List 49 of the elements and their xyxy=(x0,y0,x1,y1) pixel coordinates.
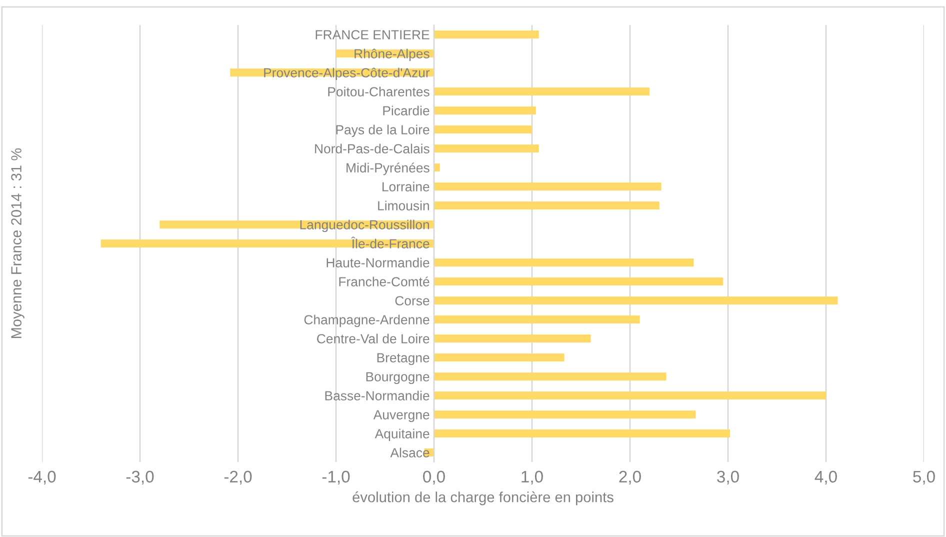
y-tick-label: Bretagne xyxy=(377,353,430,366)
bar xyxy=(434,354,564,362)
y-tick-label: Aquitaine xyxy=(374,428,430,442)
y-tick-label: Auvergne xyxy=(373,410,430,422)
bar xyxy=(434,316,640,324)
y-tick-label: Pays de la Loire xyxy=(336,124,430,138)
y-tick-label: Picardie xyxy=(383,106,430,116)
bar xyxy=(434,296,838,304)
y-tick-label: Corse xyxy=(395,296,430,306)
x-tick-label: 5,0 xyxy=(913,470,935,485)
y-tick-label: Champagne-Ardenne xyxy=(304,314,430,328)
bar xyxy=(434,372,666,380)
x-tick-label: 1,0 xyxy=(522,470,543,485)
x-tick-label: 0,0 xyxy=(423,470,445,485)
y-tick-label: Nord-Pas-de-Calais xyxy=(315,144,430,154)
y-tick-label: FRANCE ENTIERE xyxy=(316,30,430,40)
y-tick-label: Limousin xyxy=(378,200,429,210)
bar xyxy=(434,30,539,38)
y-tick-label: Centre-Val de Loire xyxy=(317,334,430,344)
bar xyxy=(434,278,724,286)
y-tick-label: Poitou-Charentes xyxy=(328,86,430,96)
y-tick-label: Franche-Comté xyxy=(339,276,430,286)
bar xyxy=(434,410,696,418)
y-axis-title: Moyenne France 2014 : 31 % xyxy=(11,148,24,338)
y-tick-label: Haute-Normandie xyxy=(326,258,430,268)
y-tick-label: Lorraine xyxy=(382,182,430,192)
x-tick-label: -4,0 xyxy=(28,470,56,485)
bar xyxy=(434,182,662,190)
x-tick-label: -2,0 xyxy=(224,470,252,485)
bar xyxy=(434,106,536,114)
bar xyxy=(434,202,660,210)
x-tick-label: -1,0 xyxy=(322,470,350,485)
bar xyxy=(434,144,539,152)
x-tick-label: 2,0 xyxy=(619,470,641,485)
x-tick-label: 3,0 xyxy=(717,470,739,485)
bar xyxy=(434,164,440,172)
y-tick-label: Île-de-France xyxy=(351,236,430,248)
y-tick-label: Midi-Pyrénées xyxy=(346,162,430,176)
x-tick-label: -3,0 xyxy=(126,470,154,485)
x-tick-label: 4,0 xyxy=(814,470,837,485)
bar xyxy=(434,258,694,266)
y-tick-label: Bourgogne xyxy=(366,372,430,384)
x-axis-title: évolution de la charge foncière en points xyxy=(352,491,614,506)
y-tick-label: Basse-Normandie xyxy=(325,390,430,400)
bar xyxy=(434,126,532,134)
bar xyxy=(434,430,730,438)
bar xyxy=(434,392,826,400)
bar xyxy=(434,88,650,96)
bar xyxy=(434,334,591,342)
